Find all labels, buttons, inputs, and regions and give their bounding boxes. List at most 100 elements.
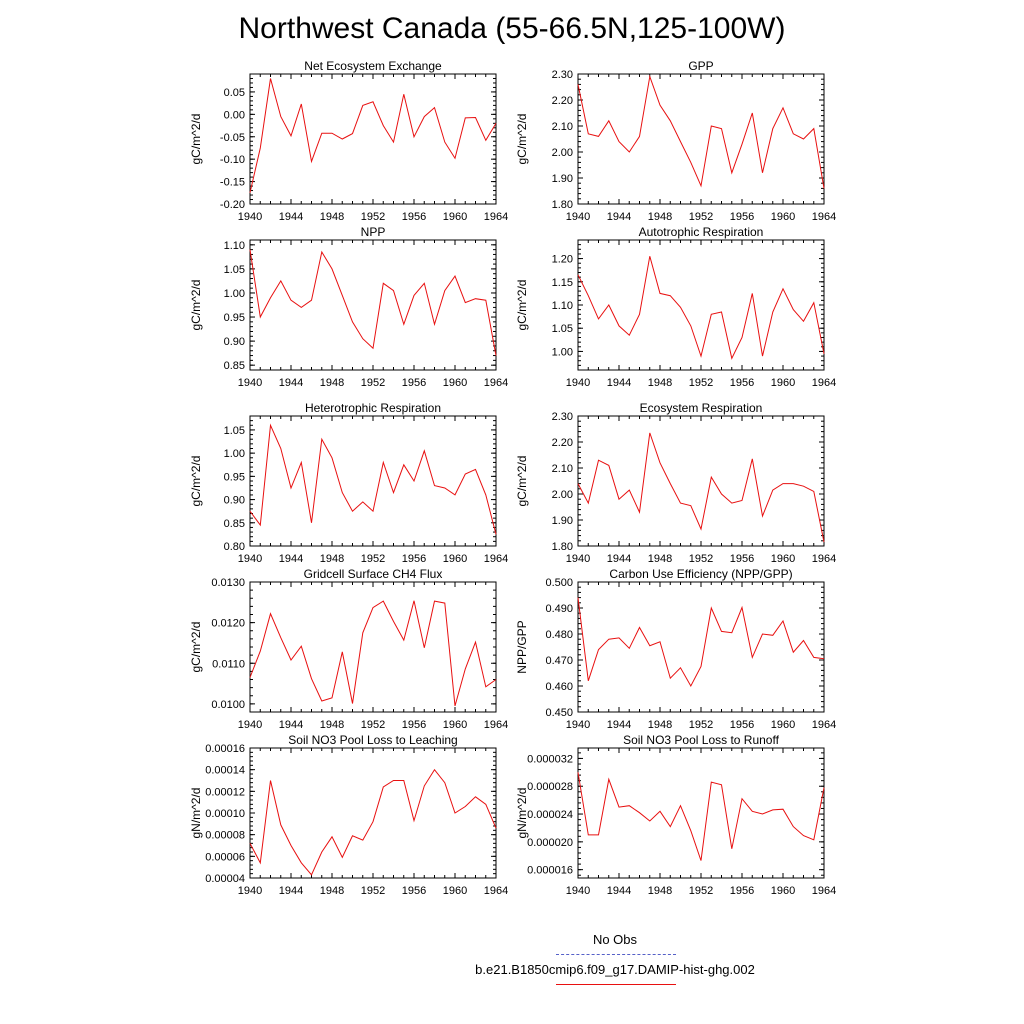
y-tick-label: 0.460 bbox=[545, 681, 573, 693]
x-tick-label: 1952 bbox=[689, 553, 713, 565]
series-line bbox=[577, 74, 825, 189]
y-tick-label: 0.490 bbox=[545, 603, 573, 615]
x-tick-label: 1948 bbox=[320, 553, 344, 565]
x-tick-label: 1952 bbox=[361, 885, 385, 897]
y-tick-label: 0.000016 bbox=[527, 865, 573, 877]
series-line bbox=[577, 772, 825, 861]
plot-frame bbox=[249, 415, 497, 547]
y-axis-label: gC/m^2/d bbox=[515, 280, 529, 331]
x-tick-label: 1956 bbox=[730, 211, 754, 223]
x-tick-label: 1948 bbox=[648, 377, 672, 389]
y-tick-label: 2.10 bbox=[552, 463, 573, 475]
x-tick-label: 1944 bbox=[279, 553, 303, 565]
series-line bbox=[249, 423, 497, 535]
x-tick-label: 1956 bbox=[402, 885, 426, 897]
x-tick-label: 1960 bbox=[771, 885, 795, 897]
x-tick-label: 1960 bbox=[771, 553, 795, 565]
x-tick-label: 1948 bbox=[320, 719, 344, 731]
x-tick-label: 1964 bbox=[484, 719, 508, 731]
x-tick-label: 1940 bbox=[238, 211, 262, 223]
x-tick-label: 1944 bbox=[279, 211, 303, 223]
x-tick-label: 1940 bbox=[238, 885, 262, 897]
chart-title: Soil NO3 Pool Loss to Runoff bbox=[623, 733, 780, 747]
y-tick-label: 0.05 bbox=[224, 87, 245, 99]
plot-frame bbox=[249, 239, 497, 371]
y-tick-label: 0.85 bbox=[224, 518, 245, 530]
x-tick-label: 1948 bbox=[648, 885, 672, 897]
y-tick-label: 0.0100 bbox=[211, 699, 245, 711]
y-tick-label: 1.90 bbox=[552, 515, 573, 527]
y-tick-label: 0.95 bbox=[224, 312, 245, 324]
series-line bbox=[249, 78, 497, 193]
x-tick-label: 1964 bbox=[484, 377, 508, 389]
y-tick-label: 0.00006 bbox=[205, 851, 245, 863]
x-tick-label: 1944 bbox=[607, 377, 631, 389]
x-tick-label: 1948 bbox=[320, 211, 344, 223]
x-tick-label: 1964 bbox=[812, 377, 836, 389]
x-tick-label: 1948 bbox=[320, 885, 344, 897]
x-tick-label: 1952 bbox=[361, 553, 385, 565]
series-line bbox=[577, 597, 825, 688]
x-tick-label: 1960 bbox=[443, 719, 467, 731]
x-tick-label: 1948 bbox=[648, 211, 672, 223]
x-tick-label: 1948 bbox=[648, 719, 672, 731]
y-axis-label: gC/m^2/d bbox=[189, 114, 203, 165]
y-tick-label: -0.15 bbox=[220, 177, 245, 189]
x-tick-label: 1952 bbox=[361, 377, 385, 389]
y-tick-label: 0.95 bbox=[224, 471, 245, 483]
y-tick-label: 1.20 bbox=[552, 254, 573, 266]
y-axis-label: gC/m^2/d bbox=[515, 456, 529, 507]
x-tick-label: 1956 bbox=[402, 553, 426, 565]
chart-title: Net Ecosystem Exchange bbox=[304, 59, 442, 73]
x-tick-label: 1960 bbox=[771, 719, 795, 731]
y-tick-label: 2.10 bbox=[552, 121, 573, 133]
x-tick-label: 1948 bbox=[648, 553, 672, 565]
x-tick-label: 1964 bbox=[812, 211, 836, 223]
chart-panel: GPP 1940 1944 1948 1952 1956 1960 1964 1.80 1.90 2… bbox=[515, 59, 836, 223]
y-tick-label: 2.30 bbox=[552, 69, 573, 81]
chart-panel: Net Ecosystem Exchange 1940 1944 1948 1952 19… bbox=[189, 59, 508, 223]
chart-title: Soil NO3 Pool Loss to Leaching bbox=[288, 733, 457, 747]
x-tick-label: 1944 bbox=[607, 553, 631, 565]
x-tick-label: 1940 bbox=[566, 211, 590, 223]
y-tick-label: 0.80 bbox=[224, 541, 245, 553]
y-axis-label: gC/m^2/d bbox=[189, 622, 203, 673]
y-tick-label: 1.05 bbox=[552, 323, 573, 335]
y-tick-label: 0.000024 bbox=[527, 809, 573, 821]
y-tick-label: 0.000032 bbox=[527, 753, 573, 765]
chart-panel: Heterotrophic Respiration 1940 1944 1948 195… bbox=[189, 401, 508, 565]
x-tick-label: 1940 bbox=[238, 377, 262, 389]
y-tick-label: -0.10 bbox=[220, 154, 245, 166]
y-tick-label: 1.80 bbox=[552, 541, 573, 553]
y-axis-label: NPP/GPP bbox=[515, 620, 529, 673]
y-tick-label: 1.90 bbox=[552, 173, 573, 185]
x-tick-label: 1956 bbox=[730, 885, 754, 897]
x-tick-label: 1956 bbox=[730, 377, 754, 389]
chart-title: Ecosystem Respiration bbox=[640, 401, 763, 415]
x-tick-label: 1964 bbox=[812, 553, 836, 565]
x-tick-label: 1956 bbox=[730, 553, 754, 565]
y-tick-label: 0.470 bbox=[545, 655, 573, 667]
y-tick-label: 0.0130 bbox=[211, 577, 245, 589]
y-tick-label: -0.05 bbox=[220, 132, 245, 144]
x-tick-label: 1940 bbox=[238, 719, 262, 731]
chart-panel: Ecosystem Respiration 1940 1944 1948 1952 195… bbox=[515, 401, 836, 565]
x-tick-label: 1952 bbox=[689, 377, 713, 389]
x-tick-label: 1960 bbox=[443, 885, 467, 897]
series-line bbox=[577, 256, 825, 360]
y-axis-label: gN/m^2/d bbox=[515, 788, 529, 839]
y-tick-label: 0.00016 bbox=[205, 743, 245, 755]
y-tick-label: 1.10 bbox=[224, 240, 245, 252]
x-tick-label: 1952 bbox=[361, 719, 385, 731]
y-tick-label: 0.90 bbox=[224, 336, 245, 348]
y-tick-label: 0.00008 bbox=[205, 830, 245, 842]
chart-panel: Soil NO3 Pool Loss to Runoff 1940 1944 1948… bbox=[515, 733, 836, 897]
plot-frame bbox=[249, 747, 497, 879]
y-tick-label: 0.0110 bbox=[212, 658, 245, 670]
chart-panel: Gridcell Surface CH4 Flux 1940 1944 1948 195… bbox=[189, 567, 508, 731]
x-tick-label: 1952 bbox=[689, 719, 713, 731]
chart-title: Autotrophic Respiration bbox=[639, 225, 764, 239]
x-tick-label: 1940 bbox=[566, 885, 590, 897]
x-tick-label: 1956 bbox=[402, 211, 426, 223]
